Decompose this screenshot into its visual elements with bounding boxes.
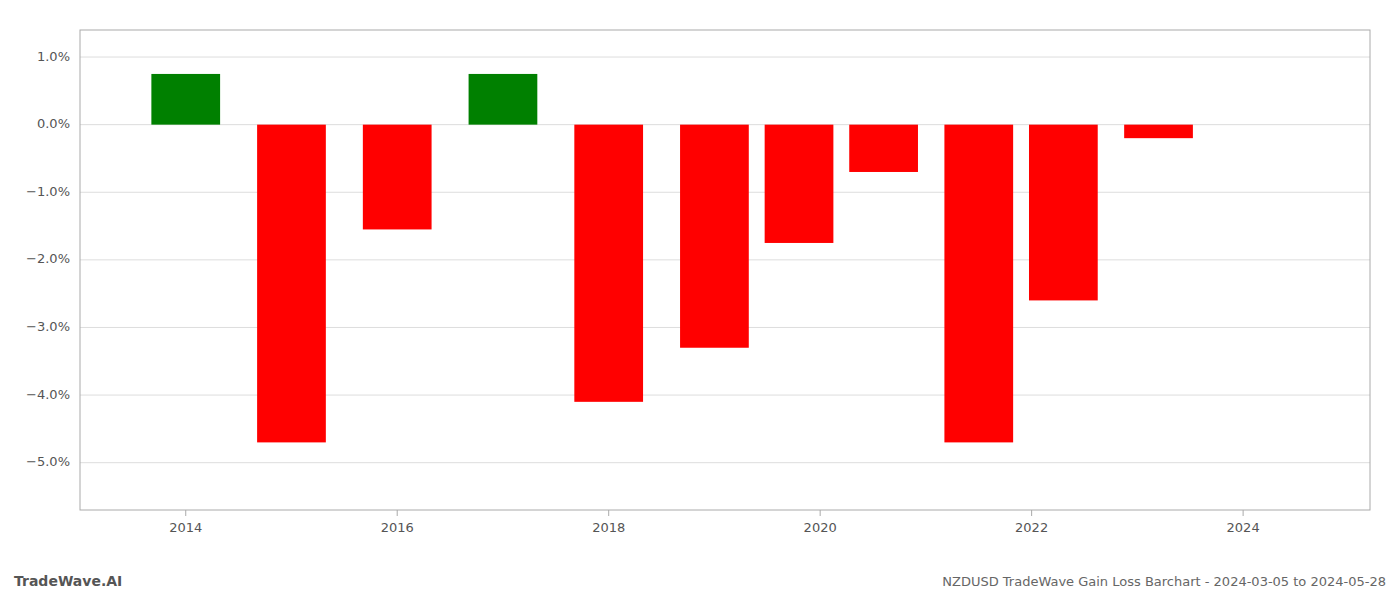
y-tick-label: −3.0%: [26, 319, 70, 334]
y-tick-label: −1.0%: [26, 184, 70, 199]
bar: [469, 74, 538, 125]
x-tick: [397, 510, 398, 516]
grid-line: [80, 57, 1370, 58]
x-tick-label: 2024: [1227, 520, 1260, 535]
title: NZDUSD TradeWave Gain Loss Barchart - 20…: [942, 574, 1386, 589]
watermark: TradeWave.AI: [14, 573, 122, 589]
bar: [1029, 125, 1098, 301]
x-tick-label: 2014: [169, 520, 202, 535]
plot-frame: [80, 30, 1370, 510]
x-tick: [1243, 510, 1244, 516]
x-tick-label: 2020: [804, 520, 837, 535]
bar: [257, 125, 326, 443]
y-tick-label: 1.0%: [37, 49, 70, 64]
bar: [574, 125, 643, 402]
x-tick-label: 2018: [592, 520, 625, 535]
y-tick-label: 0.0%: [37, 116, 70, 131]
bar: [1124, 125, 1193, 139]
x-tick-label: 2022: [1015, 520, 1048, 535]
x-tick: [608, 510, 609, 516]
y-grid: [80, 57, 1370, 463]
x-tick: [185, 510, 186, 516]
chart-container: −5.0% −4.0% −3.0% −2.0% −1.0% 0.0% 1.0% 2014 201…: [0, 0, 1400, 600]
bar: [363, 125, 432, 230]
bar: [944, 125, 1013, 443]
grid-line: [80, 462, 1370, 463]
bars: [151, 74, 1193, 442]
y-tick-label: −4.0%: [26, 387, 70, 402]
x-tick: [820, 510, 821, 516]
bar: [765, 125, 834, 243]
y-tick-label: −2.0%: [26, 251, 70, 266]
bar: [849, 125, 918, 172]
x-tick-label: 2016: [381, 520, 414, 535]
chart: −5.0% −4.0% −3.0% −2.0% −1.0% 0.0% 1.0% 2014 201…: [0, 0, 1400, 600]
x-tick: [1031, 510, 1032, 516]
bar: [680, 125, 749, 348]
bar: [151, 74, 220, 125]
y-tick-label: −5.0%: [26, 454, 70, 469]
